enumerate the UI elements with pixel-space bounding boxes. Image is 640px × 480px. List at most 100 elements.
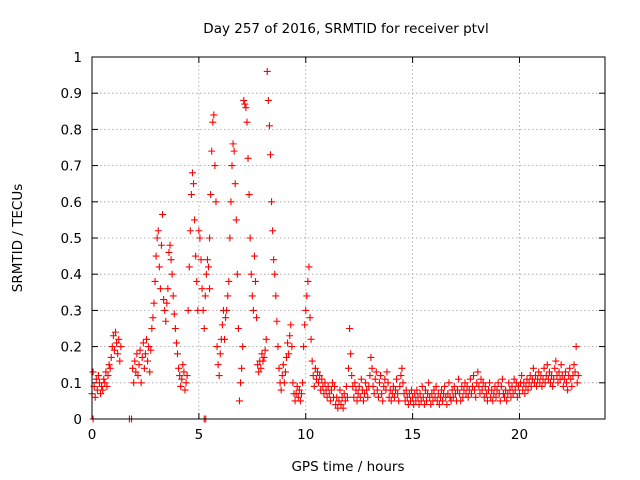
data-point (131, 357, 139, 365)
data-point (561, 368, 569, 376)
data-point (346, 325, 354, 332)
data-point (432, 382, 440, 390)
data-point (230, 147, 238, 155)
data-point (554, 379, 562, 387)
data-point (161, 306, 169, 314)
data-point (143, 335, 151, 343)
data-point (202, 270, 210, 278)
data-point (162, 317, 170, 325)
data-point (262, 335, 270, 343)
data-point (147, 346, 155, 354)
data-point (188, 169, 196, 177)
data-point (288, 343, 296, 351)
data-point (441, 382, 449, 390)
y-tick-label: 0.5 (61, 231, 82, 247)
data-point (269, 227, 277, 235)
data-point (445, 379, 453, 387)
data-point (235, 397, 243, 405)
data-point (195, 227, 203, 235)
data-point (368, 364, 376, 372)
data-point (156, 285, 164, 293)
data-point (129, 364, 137, 372)
data-point (209, 118, 217, 126)
data-point (549, 382, 557, 390)
data-point (215, 372, 223, 380)
data-point (112, 328, 120, 336)
data-point (493, 386, 501, 394)
data-point (186, 227, 194, 235)
data-point (545, 368, 553, 376)
data-point (208, 147, 216, 155)
data-point (225, 277, 233, 285)
data-point (529, 364, 537, 372)
data-point (314, 368, 322, 376)
data-point (421, 386, 429, 394)
data-point (136, 346, 144, 354)
data-point (396, 382, 404, 390)
data-point (379, 397, 387, 405)
data-point (505, 379, 513, 387)
data-point (381, 375, 389, 383)
data-point (102, 368, 110, 376)
data-point (216, 350, 224, 358)
grid (92, 57, 605, 419)
data-point (165, 248, 173, 256)
data-point (570, 361, 578, 369)
data-point (141, 350, 149, 358)
data-point (190, 180, 198, 188)
y-tick-label: 0.9 (61, 86, 82, 102)
data-point (486, 379, 494, 387)
data-point (135, 361, 143, 369)
data-point (353, 397, 361, 405)
data-point (521, 390, 529, 398)
data-point (179, 361, 187, 369)
data-point (155, 263, 163, 271)
data-point (335, 397, 343, 405)
data-point (105, 361, 113, 369)
data-point (175, 364, 183, 372)
data-point (199, 306, 207, 314)
y-tick-label: 0 (73, 412, 82, 428)
y-tick-label: 0.6 (61, 195, 82, 211)
data-point (571, 368, 579, 376)
data-point (443, 401, 451, 409)
data-point (268, 198, 276, 206)
data-point (380, 382, 388, 390)
data-point (468, 382, 476, 390)
data-point (261, 346, 269, 354)
data-point (456, 390, 464, 398)
data-point (331, 382, 339, 390)
data-point (324, 382, 332, 390)
data-point (389, 382, 397, 390)
data-point (168, 270, 176, 278)
data-point (279, 361, 287, 369)
data-point (339, 404, 347, 412)
data-point (550, 375, 558, 383)
data-point (197, 256, 205, 264)
data-point (352, 386, 360, 394)
x-tick-label: 20 (511, 427, 528, 443)
data-point (304, 277, 312, 285)
y-axis-label: SRMTID / TECUs (10, 184, 26, 292)
data-point (359, 397, 367, 405)
data-point (326, 397, 334, 405)
data-point (478, 386, 486, 394)
y-tick-label: 0.8 (61, 122, 82, 138)
data-point (258, 350, 266, 358)
data-point (413, 386, 421, 394)
data-point (437, 386, 445, 394)
data-point (361, 390, 369, 398)
data-point (108, 343, 116, 351)
data-point (299, 379, 307, 387)
data-point (198, 285, 206, 293)
data-point (139, 339, 147, 347)
data-point (248, 292, 256, 300)
data-point (284, 339, 292, 347)
data-point (293, 382, 301, 390)
data-point (153, 234, 161, 242)
data-point (167, 256, 175, 264)
data-point (538, 382, 546, 390)
data-point (435, 401, 443, 409)
data-point (498, 375, 506, 383)
data-point (508, 382, 516, 390)
